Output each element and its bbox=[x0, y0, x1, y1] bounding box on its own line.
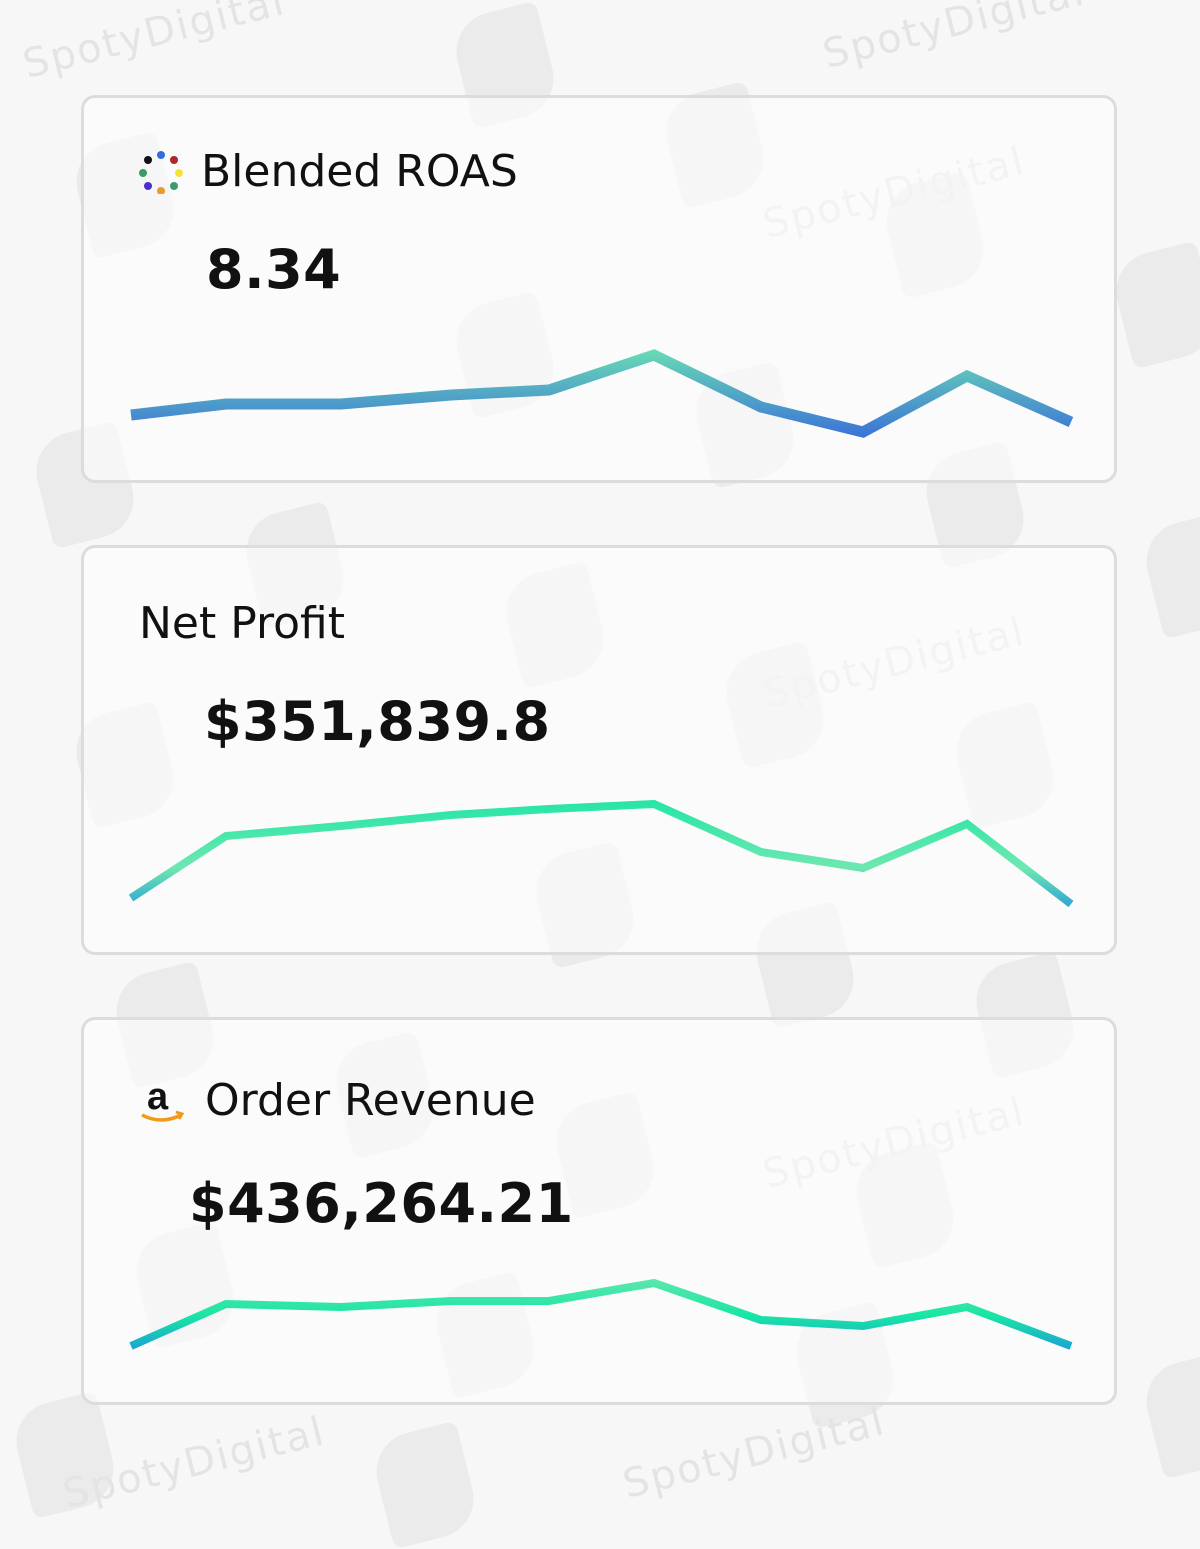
card-value: $351,839.8 bbox=[204, 690, 551, 753]
card-title-text: Order Revenue bbox=[205, 1075, 536, 1126]
watermark-logo bbox=[1138, 510, 1200, 640]
net-profit-card: Net Profit $351,839.8 bbox=[81, 545, 1117, 955]
watermark-text: SpotyDigital bbox=[618, 1398, 890, 1508]
watermark-text: SpotyDigital bbox=[818, 0, 1090, 78]
order-revenue-card: a Order Revenue $436,264.21 bbox=[81, 1017, 1117, 1405]
watermark-logo bbox=[368, 1420, 482, 1549]
dots-logo-icon bbox=[139, 150, 183, 194]
series-line bbox=[128, 799, 1074, 908]
card-value: 8.34 bbox=[206, 238, 342, 301]
watermark-logo bbox=[1138, 1350, 1200, 1480]
watermark-text: SpotyDigital bbox=[58, 1408, 330, 1518]
amazon-logo-icon: a bbox=[141, 1077, 185, 1122]
watermark-text: SpotyDigital bbox=[18, 0, 290, 88]
watermark-logo bbox=[1108, 240, 1200, 370]
card-value: $436,264.21 bbox=[189, 1172, 574, 1235]
svg-text:a: a bbox=[147, 1077, 169, 1118]
series-line bbox=[130, 349, 1074, 438]
card-title: Blended ROAS bbox=[139, 146, 518, 197]
blended-roas-card: Blended ROAS 8.34 bbox=[81, 95, 1117, 483]
sparkline-chart bbox=[128, 799, 1074, 908]
sparkline-chart bbox=[130, 349, 1074, 438]
card-title-text: Net Profit bbox=[139, 598, 345, 649]
card-title: a Order Revenue bbox=[139, 1075, 536, 1126]
series-line bbox=[129, 1278, 1073, 1350]
sparkline-chart bbox=[129, 1278, 1073, 1350]
card-title-text: Blended ROAS bbox=[201, 146, 518, 197]
card-title: Net Profit bbox=[139, 598, 345, 649]
